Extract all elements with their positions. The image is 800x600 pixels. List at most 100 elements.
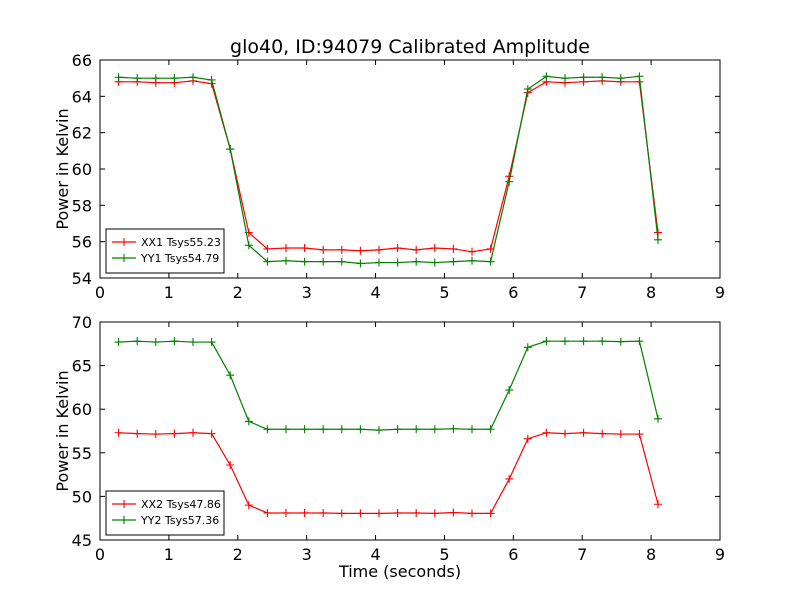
series-2 (114, 337, 662, 435)
y-tick-label: 60 (72, 400, 92, 419)
data-point-marker (412, 425, 421, 434)
data-point-marker (151, 430, 160, 439)
data-point-marker (319, 425, 328, 434)
y-tick-label: 60 (72, 160, 92, 179)
data-point-marker (263, 425, 272, 434)
legend-item-1: XX2 Tsys47.86 (112, 498, 221, 511)
x-tick-label: 2 (233, 283, 243, 302)
data-point-marker (449, 424, 458, 433)
data-point-marker (486, 425, 495, 434)
data-point-marker (523, 434, 532, 443)
data-point-marker (561, 429, 569, 438)
data-point-marker (133, 337, 142, 346)
data-point-marker (468, 425, 476, 434)
legend-item-2: YY2 Tsys57.36 (112, 514, 219, 527)
y-axis-label: Power in Kelvin (53, 108, 72, 229)
data-point-marker (449, 257, 458, 266)
data-point-marker (542, 428, 551, 437)
x-tick-label: 8 (646, 283, 656, 302)
y-tick-label: 64 (72, 87, 92, 106)
y-tick-label: 50 (72, 487, 92, 506)
data-point-marker (598, 73, 607, 82)
legend-box (105, 490, 225, 536)
data-point-marker (598, 429, 607, 438)
data-point-marker (356, 259, 365, 268)
y-tick-label: 62 (72, 124, 92, 143)
x-tick-label: 0 (95, 545, 105, 564)
data-point-marker (579, 337, 588, 346)
legend: XX2 Tsys47.86 YY2 Tsys57.36 (105, 490, 225, 536)
x-tick-label: 3 (302, 545, 312, 564)
data-point-marker (356, 509, 365, 518)
data-point-marker (635, 337, 644, 346)
data-point-marker (300, 244, 309, 253)
data-point-marker (616, 430, 625, 439)
data-point-marker (263, 244, 272, 253)
x-tick-label: 8 (646, 545, 656, 564)
data-point-marker (430, 244, 439, 253)
data-point-marker (319, 245, 328, 254)
data-point-marker (505, 474, 514, 483)
y-tick-label: 45 (72, 531, 92, 550)
data-point-marker (151, 74, 160, 83)
data-point-marker (207, 338, 216, 347)
x-axis-label: Time (seconds) (338, 562, 461, 581)
data-point-marker (523, 343, 532, 352)
data-point-marker (300, 508, 309, 517)
y-tick-label: 65 (72, 357, 92, 376)
data-point-marker (263, 508, 272, 517)
series-1 (114, 428, 662, 518)
data-point-marker (226, 461, 235, 470)
data-point-marker (654, 500, 662, 509)
data-point-marker (654, 414, 662, 423)
legend-item-2: YY1 Tsys54.79 (112, 252, 219, 265)
data-point-marker (635, 430, 644, 439)
x-tick-label: 1 (164, 283, 174, 302)
data-point-marker (133, 74, 142, 83)
data-point-marker (282, 425, 290, 434)
y-tick-label: 70 (72, 313, 92, 332)
data-point-marker (114, 338, 123, 347)
data-point-marker (282, 508, 290, 517)
legend-marker (120, 516, 128, 524)
data-point-marker (114, 428, 123, 437)
data-point-marker (226, 371, 235, 380)
data-point-marker (337, 257, 346, 266)
data-point-marker (505, 386, 514, 395)
data-point-marker (263, 257, 272, 266)
legend-box (105, 228, 225, 274)
data-point-marker (430, 425, 439, 434)
data-point-marker (244, 241, 253, 250)
y-tick-label: 56 (72, 233, 92, 252)
data-point-marker (375, 258, 383, 267)
x-tick-label: 5 (439, 545, 449, 564)
data-point-marker (337, 245, 346, 254)
data-point-marker (430, 258, 439, 267)
data-point-marker (282, 256, 290, 265)
data-point-marker (561, 74, 569, 83)
data-point-marker (449, 244, 458, 253)
x-tick-label: 0 (95, 283, 105, 302)
data-point-marker (412, 245, 421, 254)
series-2 (114, 72, 662, 268)
data-point-marker (337, 509, 346, 518)
data-point-marker (523, 85, 532, 94)
data-point-marker (486, 509, 495, 518)
data-point-marker (300, 257, 309, 266)
data-point-marker (449, 508, 458, 517)
data-point-marker (151, 338, 160, 347)
data-point-marker (319, 508, 328, 517)
data-point-marker (300, 425, 309, 434)
x-tick-label: 9 (715, 545, 725, 564)
data-point-marker (412, 508, 421, 517)
data-point-marker (468, 247, 476, 256)
x-tick-label: 1 (164, 545, 174, 564)
x-tick-label: 7 (577, 283, 587, 302)
data-point-marker (207, 429, 216, 438)
data-point-marker (375, 509, 383, 518)
x-tick-label: 6 (508, 283, 518, 302)
data-point-marker (189, 338, 197, 347)
legend-label: YY2 Tsys57.36 (140, 514, 219, 527)
